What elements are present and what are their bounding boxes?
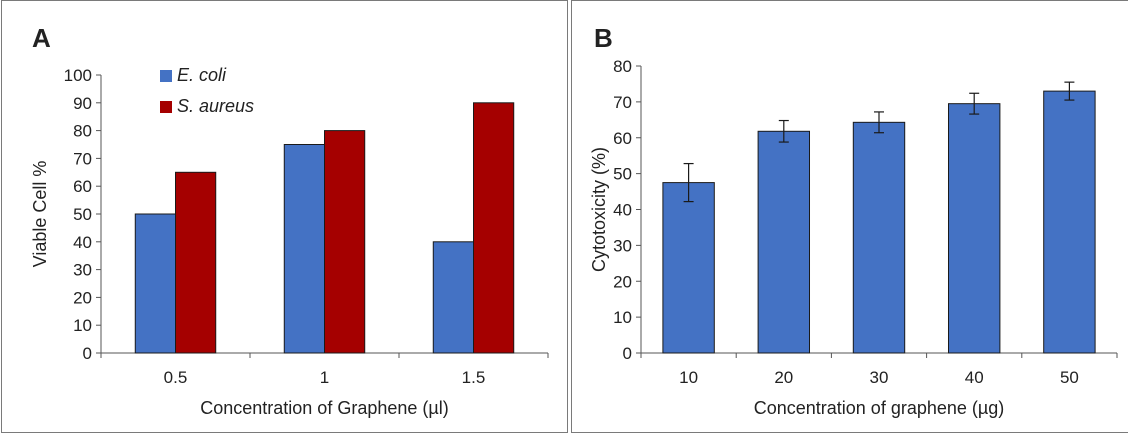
panel-a-letter: A — [32, 23, 51, 53]
chart-b-y-tick-label: 30 — [613, 236, 632, 255]
chart-a-bar — [134, 213, 177, 354]
chart-b-x-tick-label: 20 — [774, 368, 793, 387]
chart-b-y-tick-label: 70 — [613, 93, 632, 112]
chart-b-bar — [852, 121, 906, 354]
chart-a-bar — [473, 102, 515, 354]
chart-b-x-tick-label: 30 — [870, 368, 889, 387]
chart-b-y-tick-label: 60 — [613, 129, 632, 148]
chart-a-bar — [324, 130, 366, 354]
chart-b-y-tick-label: 10 — [613, 308, 632, 327]
chart-a-bar — [432, 241, 474, 354]
panel-a: A 0 10 20 30 40 50 60 70 80 90 100 0.5 1 1.5 Concentra… — [1, 0, 568, 433]
chart-b-x-axis-title: Concentration of graphene (µg) — [754, 398, 1005, 418]
chart-a-svg: 0 10 20 30 40 50 60 70 80 90 100 0.5 1 1.5 Concentrati… — [30, 65, 549, 418]
chart-a-x-tick-label: 0.5 — [164, 368, 188, 387]
chart-b-x-tick-label: 40 — [965, 368, 984, 387]
chart-a-y-tick-label: 70 — [73, 149, 92, 168]
chart-a-bar — [283, 144, 325, 354]
chart-b-bar — [947, 103, 1001, 354]
chart-a-legend-label: E. coli — [177, 65, 227, 85]
chart-b-y-tick-label: 40 — [613, 201, 632, 220]
chart-b-y-axis-title: Cytotoxicity (%) — [589, 147, 609, 272]
panel-b: B 0 10 20 30 40 50 60 70 80 10 20 30 40 50 Concentrati… — [571, 0, 1128, 433]
chart-a-y-tick-label: 100 — [64, 66, 92, 85]
chart-a-legend-swatch — [160, 101, 172, 113]
chart-a-y-tick-label: 40 — [73, 233, 92, 252]
chart-a-y-tick-label: 20 — [73, 288, 92, 307]
chart-a-y-tick-label: 90 — [73, 94, 92, 113]
chart-a-y-tick-label: 60 — [73, 177, 92, 196]
chart-b-bar — [757, 130, 811, 354]
chart-a-y-tick-label: 0 — [83, 344, 92, 363]
chart-b-y-tick-label: 0 — [623, 344, 632, 363]
chart-a-y-tick-label: 10 — [73, 316, 92, 335]
chart-b-y-tick-label: 80 — [613, 57, 632, 76]
chart-b-bar — [662, 182, 715, 354]
chart-b-x-tick-label: 50 — [1060, 368, 1079, 387]
chart-a-y-axis-title: Viable Cell % — [30, 161, 50, 268]
chart-a-y-tick-label: 80 — [73, 122, 92, 141]
chart-b-y-tick-label: 20 — [613, 272, 632, 291]
chart-a-legend-label: S. aureus — [177, 96, 254, 116]
chart-a-x-axis-title: Concentration of Graphene (µl) — [200, 398, 449, 418]
chart-b-y-tick-label: 50 — [613, 165, 632, 184]
chart-a-x-tick-label: 1.5 — [462, 368, 486, 387]
chart-a-y-tick-label: 30 — [73, 261, 92, 280]
chart-b-bar — [1043, 90, 1096, 354]
chart-a-legend-swatch — [160, 70, 172, 82]
chart-a-y-tick-label: 50 — [73, 205, 92, 224]
chart-a-bar — [175, 171, 217, 354]
chart-a-x-tick-label: 1 — [320, 368, 329, 387]
chart-b-x-tick-label: 10 — [679, 368, 698, 387]
panel-b-letter: B — [594, 23, 613, 53]
chart-b-svg: 0 10 20 30 40 50 60 70 80 10 20 30 40 50 Concentration… — [589, 57, 1118, 418]
